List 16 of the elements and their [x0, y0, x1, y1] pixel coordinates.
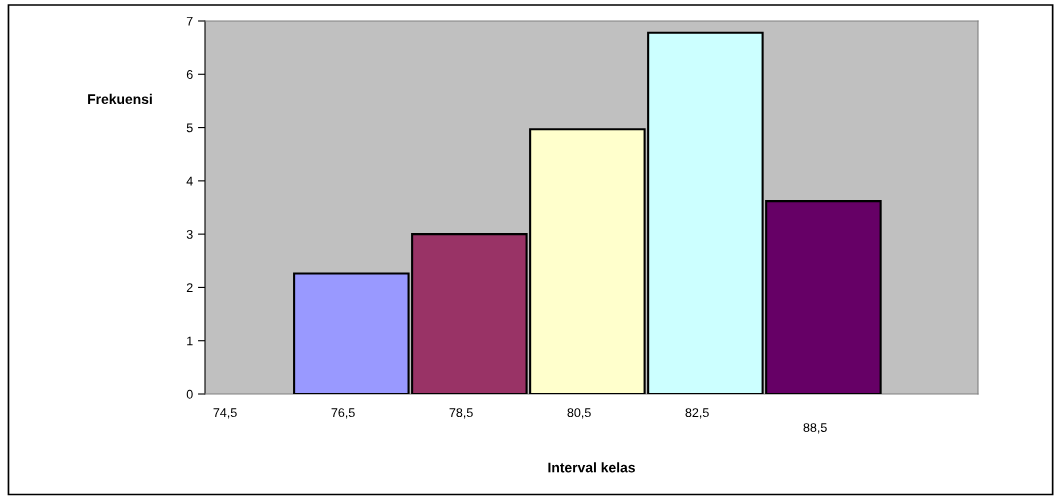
y-tick-label: 0 [186, 389, 193, 399]
x-axis-title: Interval kelas [548, 462, 635, 473]
x-tick-label: 76,5 [331, 408, 355, 419]
y-axis-title: Frekuensi [88, 93, 152, 105]
y-tick-label: 5 [186, 123, 193, 133]
y-tick-label: 2 [186, 283, 193, 292]
y-tick-label: 1 [187, 336, 193, 346]
x-tick-label: 88,5 [803, 423, 827, 434]
x-tick-label: 82,5 [685, 408, 709, 419]
x-tick-label: 80,5 [567, 408, 591, 419]
y-tick-label: 6 [186, 70, 193, 79]
y-tick-label: 7 [186, 16, 193, 26]
x-tick-label: 78,5 [449, 408, 473, 419]
y-tick-label: 3 [186, 229, 193, 239]
x-tick-label: 74,5 [213, 408, 237, 419]
y-tick-label: 4 [186, 176, 193, 186]
